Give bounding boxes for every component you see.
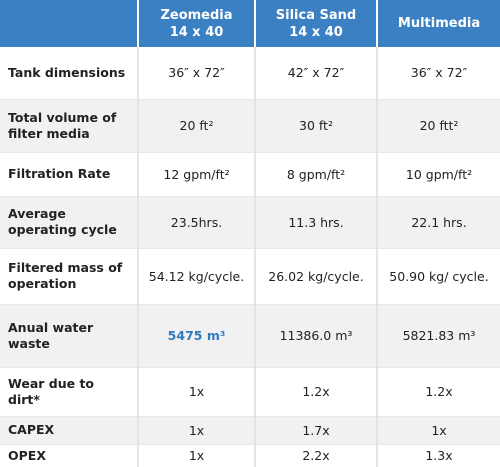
row-label: Average operating cycle [0, 196, 138, 249]
table-cell: 30 ft² [254, 99, 377, 153]
table-cell: 10 gpm/ft² [376, 152, 500, 197]
table-row: OPEX 1x 2.2x 1.3x [0, 444, 500, 467]
table-row: Tank dimensions 36″ x 72″ 42″ x 72″ 36″ x 7… [0, 47, 500, 100]
table-cell: 1x [137, 367, 255, 417]
table-cell: 1.3x [376, 444, 500, 467]
table-cell: 5475 m³ [137, 304, 255, 368]
header-cell: Zeomedia 14 x 40 [137, 0, 255, 47]
table-row: Wear due to dirt* 1x 1.2x 1.2x [0, 367, 500, 417]
row-label: Filtration Rate [0, 152, 138, 197]
row-label: OPEX [0, 444, 138, 467]
table-cell: 11386.0 m³ [254, 304, 377, 368]
row-label: Total volume of filter media [0, 99, 138, 153]
table-row: Filtered mass of operation 54.12 kg/cycle… [0, 248, 500, 305]
table-cell: 1.2x [376, 367, 500, 417]
table-cell: 20 ft² [137, 99, 255, 153]
table-cell: 50.90 kg/ cycle. [376, 248, 500, 305]
table-row: CAPEX 1x 1.7x 1x [0, 416, 500, 445]
table-cell: 36″ x 72″ [376, 47, 500, 100]
table-cell: 1x [376, 416, 500, 445]
header-cell: Multimedia [376, 0, 500, 47]
header-line: Silica Sand [275, 7, 357, 23]
header-line: 14 x 40 [169, 24, 224, 40]
table-row: Total volume of filter media 20 ft² 30 ft²… [0, 99, 500, 153]
table-cell: 12 gpm/ft² [137, 152, 255, 197]
table-cell: 20 ftt² [376, 99, 500, 153]
table-cell: 1.7x [254, 416, 377, 445]
table-cell: 1x [137, 444, 255, 467]
table-cell: 5821.83 m³ [376, 304, 500, 368]
header-line: Multimedia [397, 16, 481, 31]
table-cell: 11.3 hrs. [254, 196, 377, 249]
row-label: Filtered mass of operation [0, 248, 138, 305]
row-label: Anual water waste [0, 304, 138, 368]
row-label: CAPEX [0, 416, 138, 445]
table-cell: 23.5hrs. [137, 196, 255, 249]
table-cell: 1.2x [254, 367, 377, 417]
table-cell: 2.2x [254, 444, 377, 467]
table-cell: 1x [137, 416, 255, 445]
row-label: Tank dimensions [0, 47, 138, 100]
table-cell: 8 gpm/ft² [254, 152, 377, 197]
header-cell: Silica Sand 14 x 40 [254, 0, 377, 47]
header-cell [0, 0, 138, 47]
table-cell: 22.1 hrs. [376, 196, 500, 249]
header-line: Zeomedia [160, 7, 233, 23]
table-cell: 26.02 kg/cycle. [254, 248, 377, 305]
row-label: Wear due to dirt* [0, 367, 138, 417]
table-cell: 36″ x 72″ [137, 47, 255, 100]
table-cell: 42″ x 72″ [254, 47, 377, 100]
table-row: Anual water waste 5475 m³ 11386.0 m³ 5821.8… [0, 304, 500, 368]
header-row: Zeomedia 14 x 40 Silica Sand 14 x 40 Multime… [0, 0, 500, 47]
table-row: Filtration Rate 12 gpm/ft² 8 gpm/ft² 10 gpm… [0, 152, 500, 197]
table-cell: 54.12 kg/cycle. [137, 248, 255, 305]
table-row: Average operating cycle 23.5hrs. 11.3 hrs.… [0, 196, 500, 249]
header-line: 14 x 40 [289, 24, 343, 40]
